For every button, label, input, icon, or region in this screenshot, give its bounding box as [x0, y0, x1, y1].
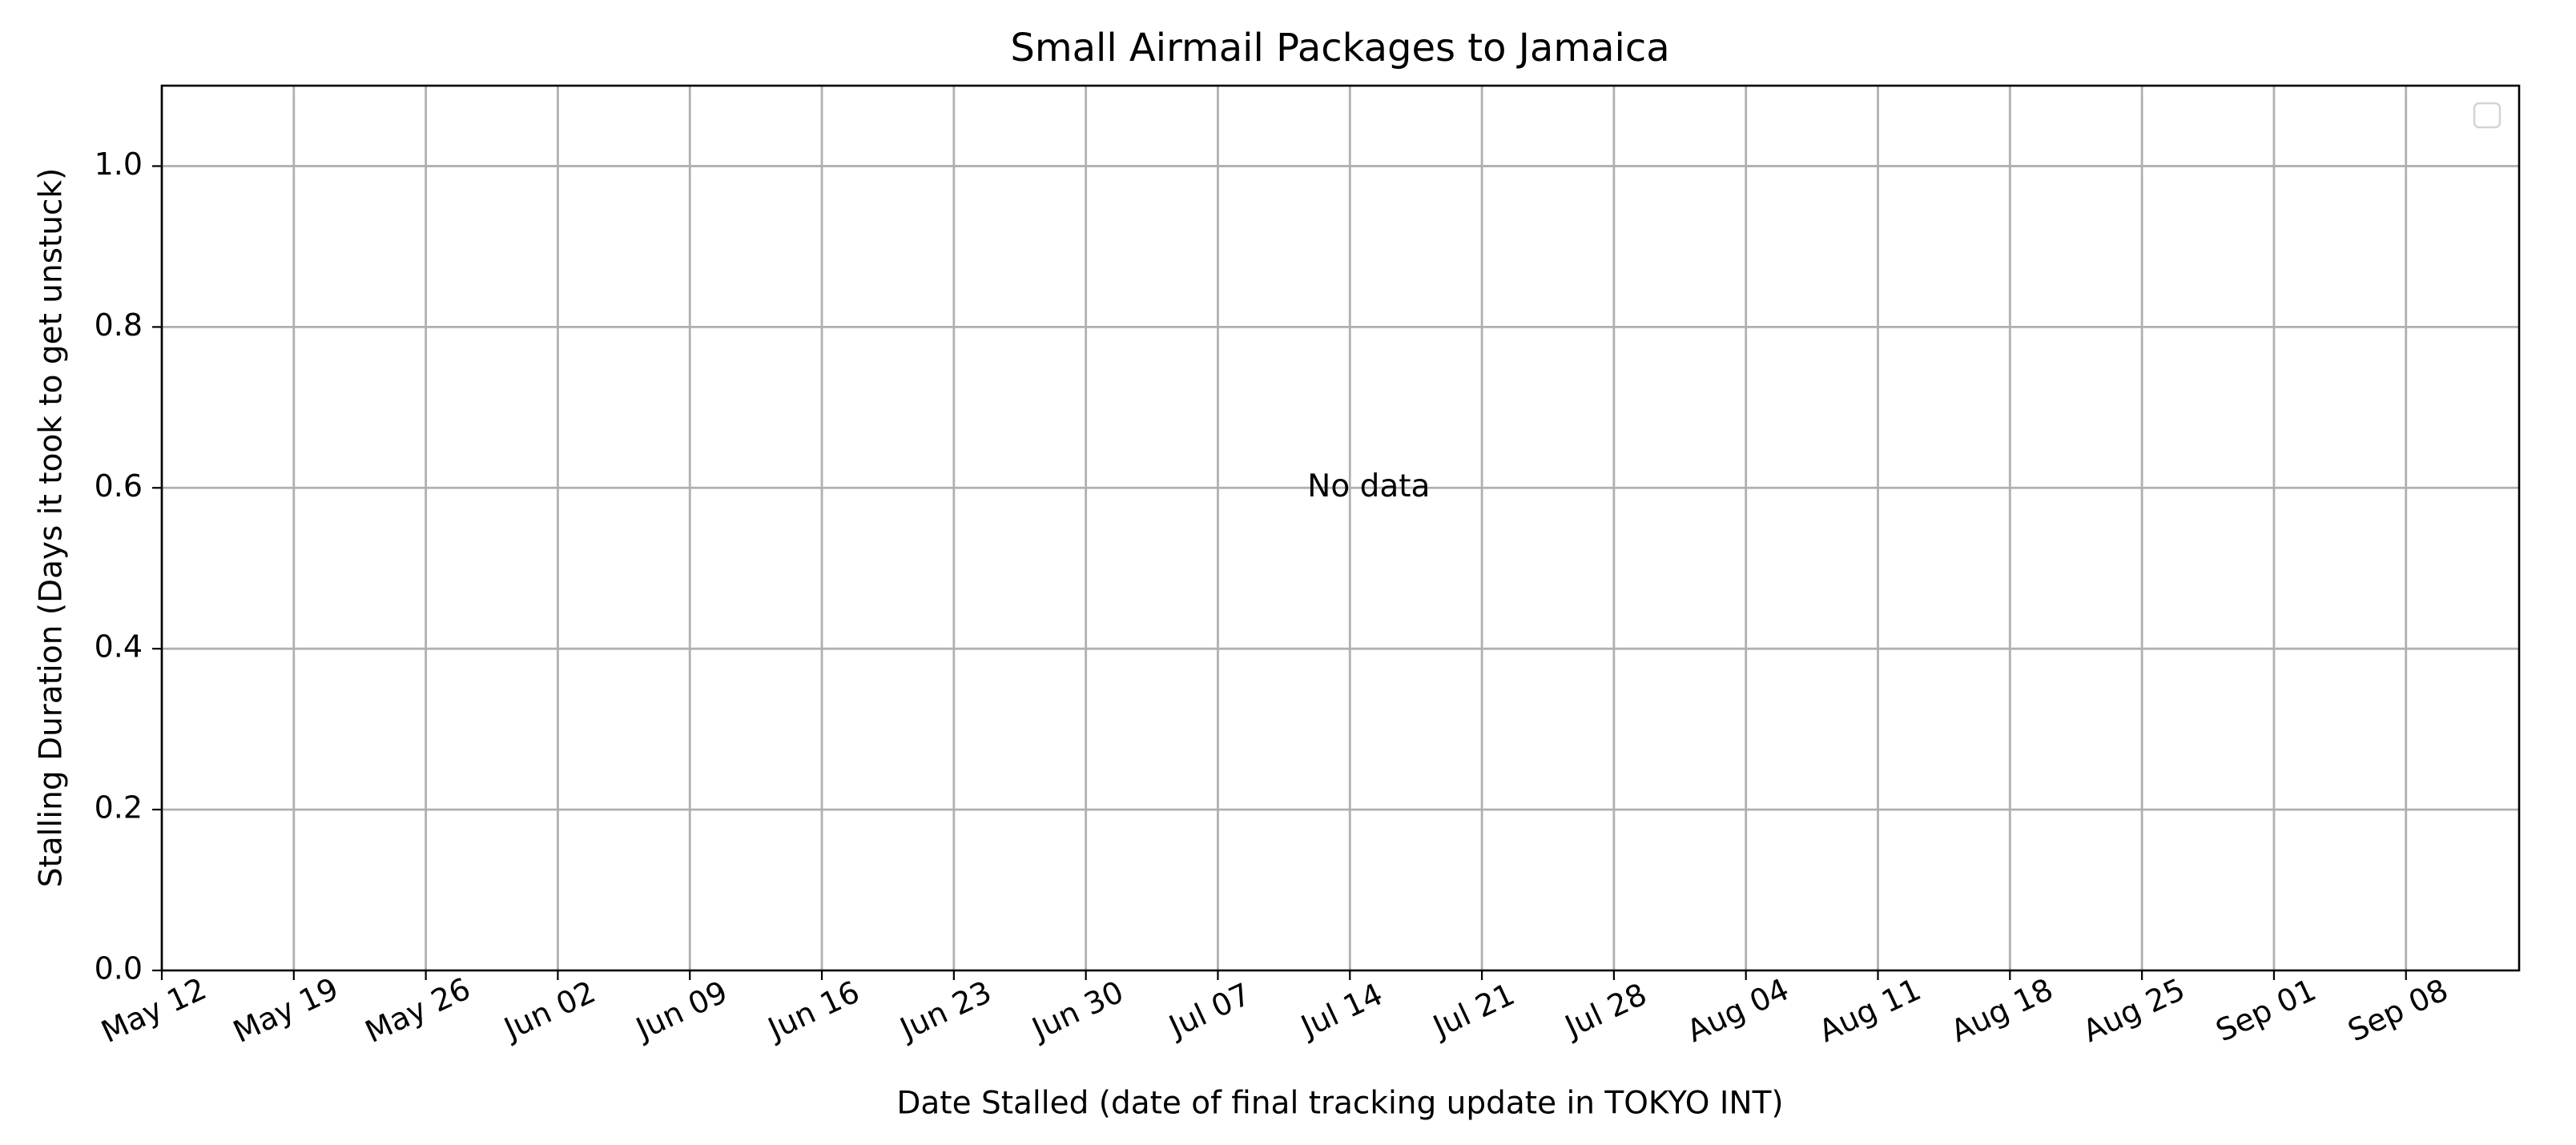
y-axis-label: Stalling Duration (Days it took to get u… [34, 168, 70, 888]
no-data-annotation: No data [1307, 468, 1430, 504]
y-tick-label-0-0: 0.0 [95, 951, 143, 986]
y-tick-label-0-4: 0.4 [95, 629, 143, 665]
x-axis-label: Date Stalled (date of final tracking upd… [896, 1086, 1783, 1122]
plot-area-frame [160, 84, 2521, 972]
y-tick-label-0-2: 0.2 [95, 790, 143, 826]
grid-lines [160, 86, 2519, 970]
y-tick-label-1-0: 1.0 [95, 147, 143, 182]
axis-ticks [152, 165, 2407, 980]
y-tick-label-0-8: 0.8 [95, 307, 143, 343]
y-tick-label-0-6: 0.6 [95, 468, 143, 504]
chart-title: Small Airmail Packages to Jamaica [1010, 26, 1669, 70]
empty-legend-box [2473, 102, 2502, 129]
